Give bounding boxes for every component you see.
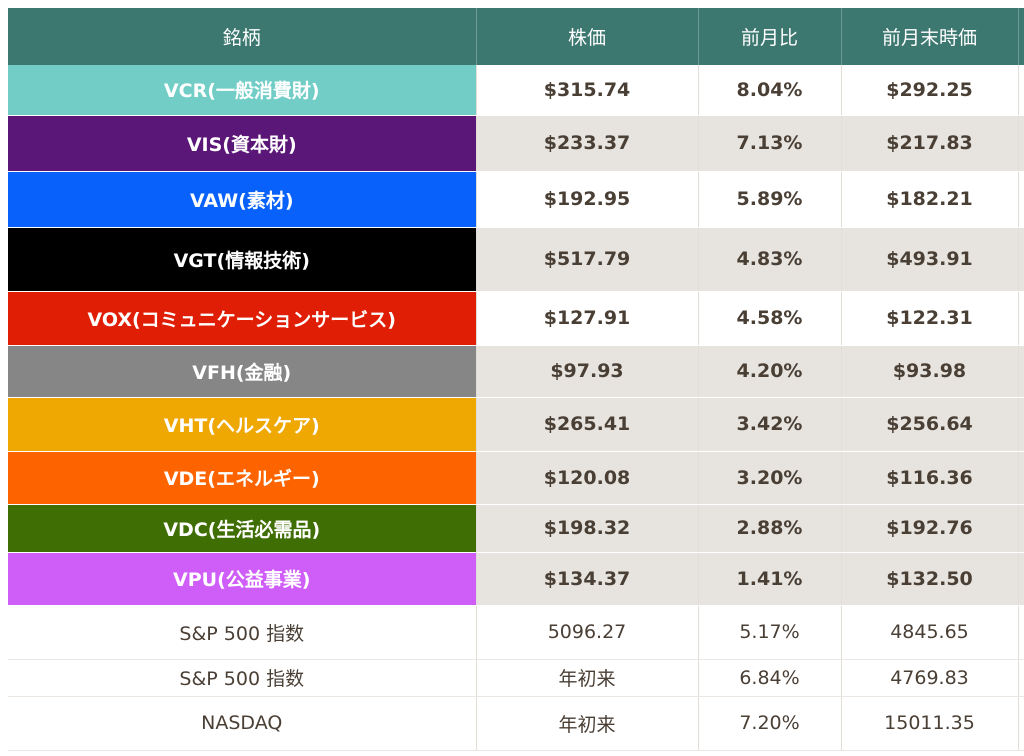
header-prev-price: 前月末時価 [841, 8, 1019, 65]
table-row: VDE(エネルギー) $120.08 3.20% $116.36 [8, 451, 1024, 505]
change-cell: 4.20% [698, 345, 842, 398]
table-row: VHT(ヘルスケア) $265.41 3.42% $256.64 [8, 397, 1024, 452]
sector-name-cell: VFH(金融) [8, 345, 477, 398]
change-cell: 4.58% [698, 291, 842, 346]
change-cell: 8.04% [698, 65, 842, 116]
index-price-cell: 年初来 [476, 659, 699, 697]
index-name-cell: S&P 500 指数 [8, 659, 477, 697]
index-prev-cell: 15011.35 [841, 696, 1019, 751]
index-change-cell: 5.17% [698, 605, 842, 660]
extra-cell [1018, 696, 1024, 751]
sector-name-cell: VAW(素材) [8, 171, 477, 228]
table-row: VCR(一般消費財) $315.74 8.04% $292.25 [8, 65, 1024, 116]
extra-cell [1018, 659, 1024, 697]
sector-name-cell: VDE(エネルギー) [8, 451, 477, 505]
sector-etf-table: 銘柄 株価 前月比 前月末時価 VCR(一般消費財) $315.74 8.04%… [8, 8, 1024, 751]
sector-name-cell: VIS(資本財) [8, 115, 477, 172]
extra-cell [1018, 451, 1024, 505]
index-price-cell: 5096.27 [476, 605, 699, 660]
prev-price-cell: $493.91 [841, 227, 1019, 292]
prev-price-cell: $192.76 [841, 504, 1019, 553]
sector-name-cell: VDC(生活必需品) [8, 504, 477, 553]
table-row: VFH(金融) $97.93 4.20% $93.98 [8, 345, 1024, 398]
index-name-cell: NASDAQ [8, 696, 477, 751]
prev-price-cell: $256.64 [841, 397, 1019, 452]
index-prev-cell: 4769.83 [841, 659, 1019, 697]
price-cell: $127.91 [476, 291, 699, 346]
sector-name-cell: VHT(ヘルスケア) [8, 397, 477, 452]
table-row: VIS(資本財) $233.37 7.13% $217.83 [8, 115, 1024, 172]
price-cell: $198.32 [476, 504, 699, 553]
price-cell: $265.41 [476, 397, 699, 452]
extra-cell [1018, 227, 1024, 292]
change-cell: 5.89% [698, 171, 842, 228]
index-row: S&P 500 指数 5096.27 5.17% 4845.65 [8, 605, 1024, 660]
price-cell: $120.08 [476, 451, 699, 505]
table-row: VGT(情報技術) $517.79 4.83% $493.91 [8, 227, 1024, 292]
index-row: S&P 500 指数 年初来 6.84% 4769.83 [8, 659, 1024, 697]
price-cell: $134.37 [476, 552, 699, 606]
table-row: VPU(公益事業) $134.37 1.41% $132.50 [8, 552, 1024, 606]
header-extra [1018, 8, 1024, 65]
index-prev-cell: 4845.65 [841, 605, 1019, 660]
change-cell: 3.42% [698, 397, 842, 452]
sector-name-cell: VOX(コミュニケーションサービス) [8, 291, 477, 346]
table-row: VAW(素材) $192.95 5.89% $182.21 [8, 171, 1024, 228]
table-header-row: 銘柄 株価 前月比 前月末時価 [8, 8, 1024, 65]
prev-price-cell: $116.36 [841, 451, 1019, 505]
change-cell: 1.41% [698, 552, 842, 606]
change-cell: 4.83% [698, 227, 842, 292]
header-name: 銘柄 [8, 8, 477, 65]
change-cell: 7.13% [698, 115, 842, 172]
prev-price-cell: $217.83 [841, 115, 1019, 172]
change-cell: 3.20% [698, 451, 842, 505]
extra-cell [1018, 552, 1024, 606]
index-name-cell: S&P 500 指数 [8, 605, 477, 660]
index-change-cell: 6.84% [698, 659, 842, 697]
change-cell: 2.88% [698, 504, 842, 553]
extra-cell [1018, 291, 1024, 346]
etf-table-container: 銘柄 株価 前月比 前月末時価 VCR(一般消費財) $315.74 8.04%… [8, 8, 1024, 751]
price-cell: $233.37 [476, 115, 699, 172]
index-row: NASDAQ 年初来 7.20% 15011.35 [8, 696, 1024, 751]
price-cell: $315.74 [476, 65, 699, 116]
price-cell: $517.79 [476, 227, 699, 292]
prev-price-cell: $93.98 [841, 345, 1019, 398]
extra-cell [1018, 345, 1024, 398]
extra-cell [1018, 171, 1024, 228]
extra-cell [1018, 65, 1024, 116]
extra-cell [1018, 115, 1024, 172]
prev-price-cell: $122.31 [841, 291, 1019, 346]
extra-cell [1018, 504, 1024, 553]
table-row: VDC(生活必需品) $198.32 2.88% $192.76 [8, 504, 1024, 553]
sector-name-cell: VCR(一般消費財) [8, 65, 477, 116]
sector-name-cell: VPU(公益事業) [8, 552, 477, 606]
header-change: 前月比 [698, 8, 842, 65]
index-change-cell: 7.20% [698, 696, 842, 751]
sector-name-cell: VGT(情報技術) [8, 227, 477, 292]
prev-price-cell: $292.25 [841, 65, 1019, 116]
prev-price-cell: $182.21 [841, 171, 1019, 228]
price-cell: $192.95 [476, 171, 699, 228]
price-cell: $97.93 [476, 345, 699, 398]
extra-cell [1018, 397, 1024, 452]
table-row: VOX(コミュニケーションサービス) $127.91 4.58% $122.31 [8, 291, 1024, 346]
extra-cell [1018, 605, 1024, 660]
prev-price-cell: $132.50 [841, 552, 1019, 606]
header-price: 株価 [476, 8, 699, 65]
index-price-cell: 年初来 [476, 696, 699, 751]
